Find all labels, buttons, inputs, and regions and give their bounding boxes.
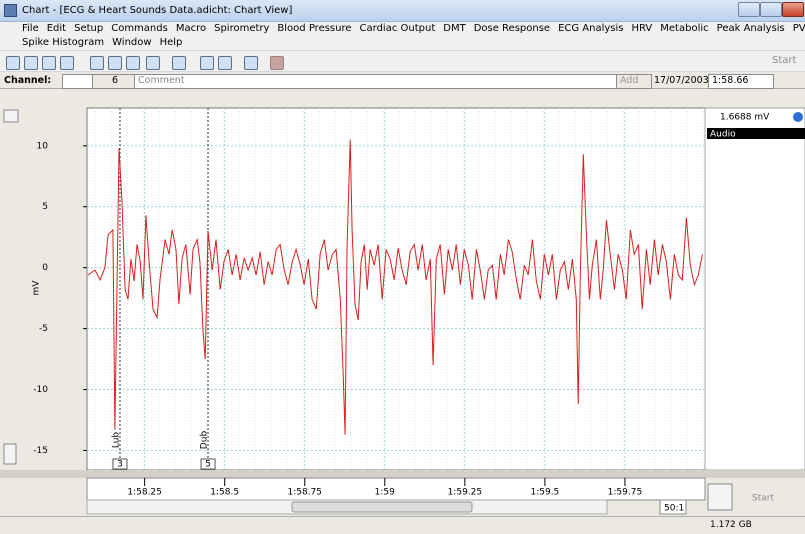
y-tick-label: 10 [37,141,49,151]
tool-button[interactable] [42,56,56,70]
x-tick-label: 1:59.75 [608,488,643,498]
add-button[interactable]: Add [616,74,652,89]
signal-trace [87,139,703,435]
comment-box [200,458,216,470]
status-bar: 1.172 GB [0,516,805,534]
x-tick-label: 1:59 [375,488,395,498]
tool-button[interactable] [90,56,104,70]
tool-button[interactable] [126,56,140,70]
menu-bar: Spike Histogram Window Help [0,36,805,50]
y-tick-label: -5 [39,324,48,334]
menu-item[interactable]: PVAN [792,23,805,34]
start-button[interactable]: Start [752,494,774,504]
channel-label: Channel: [4,75,52,86]
x-tick-label: 1:58.25 [127,488,162,498]
ratio-box[interactable] [659,499,687,515]
comment-number: 3 [117,460,123,470]
menu-item[interactable]: Help [159,37,183,48]
app-icon [4,4,17,17]
monitor-button[interactable] [707,483,733,511]
y-tick-label: -10 [33,385,48,395]
source-label: Audio [710,130,736,140]
channel-bar: Channel: 6 Comment Add 17/07/2003 1:58.6… [0,72,805,89]
source-selector[interactable] [707,128,805,139]
info-icon[interactable] [793,112,803,122]
menu-item[interactable]: Edit [46,23,67,34]
x-tick-label: 1:58.75 [287,488,322,498]
menu-item[interactable]: HRV [631,23,653,34]
tool-button[interactable] [244,56,258,70]
start-button[interactable]: Start [772,55,797,66]
y-tick-label: 5 [42,202,48,212]
y-tick-label: -15 [33,446,48,456]
x-tick-label: 1:59.5 [530,488,559,498]
tool-button[interactable] [60,56,74,70]
maximize-button[interactable] [760,2,782,17]
minimize-button[interactable] [738,2,760,17]
comment-label: Lub [111,432,121,449]
compression-ratio: 50:1 [664,504,684,514]
date-label: 17/07/2003 [654,75,709,86]
y-tick-label: 0 [42,263,48,273]
menu-item[interactable]: DMT [443,23,466,34]
menu-item[interactable]: Peak Analysis [716,23,785,34]
tool-button[interactable] [172,56,186,70]
menu-item[interactable]: Spike Histogram [22,37,105,48]
time-field: 1:58.66 [708,74,774,89]
x-tick-label: 1:59.25 [448,488,483,498]
comment-label: Dub [200,431,210,450]
menu-item[interactable]: Commands [111,23,168,34]
channel-menu-button[interactable] [3,109,19,123]
menu-item[interactable]: ECG Analysis [558,23,624,34]
y-axis-label: mV [32,280,42,296]
scale-buttons[interactable] [3,443,17,465]
menu-item[interactable]: Dose Response [473,23,551,34]
menu-item[interactable]: Macro [175,23,207,34]
side-panel [704,107,805,471]
tool-button[interactable] [6,56,20,70]
tool-button[interactable] [200,56,214,70]
toolbar: Start [0,50,805,72]
tool-button[interactable] [218,56,232,70]
tool-button[interactable] [146,56,160,70]
menu-item[interactable]: Spirometry [214,23,270,34]
close-button[interactable] [782,2,804,17]
title-bar: Chart - [ECG & Heart Sounds Data.adicht:… [0,0,805,22]
comment-box [112,458,128,470]
side-reading: 1.6688 mV [720,113,770,123]
menu-item[interactable]: Window [112,37,152,48]
menu-item[interactable]: Blood Pressure [277,23,352,34]
separator [0,470,805,478]
window-title: Chart - [ECG & Heart Sounds Data.adicht:… [22,5,293,16]
tool-button[interactable] [24,56,38,70]
tool-button[interactable] [270,56,284,70]
menu-item[interactable]: Metabolic [660,23,709,34]
menu-item[interactable]: File [22,23,39,34]
menu-item[interactable]: Setup [74,23,104,34]
menu-bar: File Edit Setup Commands Macro Spirometry Bloo… [0,22,805,36]
comment-field[interactable]: Comment [134,74,622,89]
scroll-thumb[interactable] [291,501,473,513]
memory-status: 1.172 GB [710,520,752,530]
x-tick-label: 1:58.5 [210,488,239,498]
comment-number: 5 [205,460,211,470]
menu-item[interactable]: Cardiac Output [359,23,436,34]
tool-button[interactable] [108,56,122,70]
